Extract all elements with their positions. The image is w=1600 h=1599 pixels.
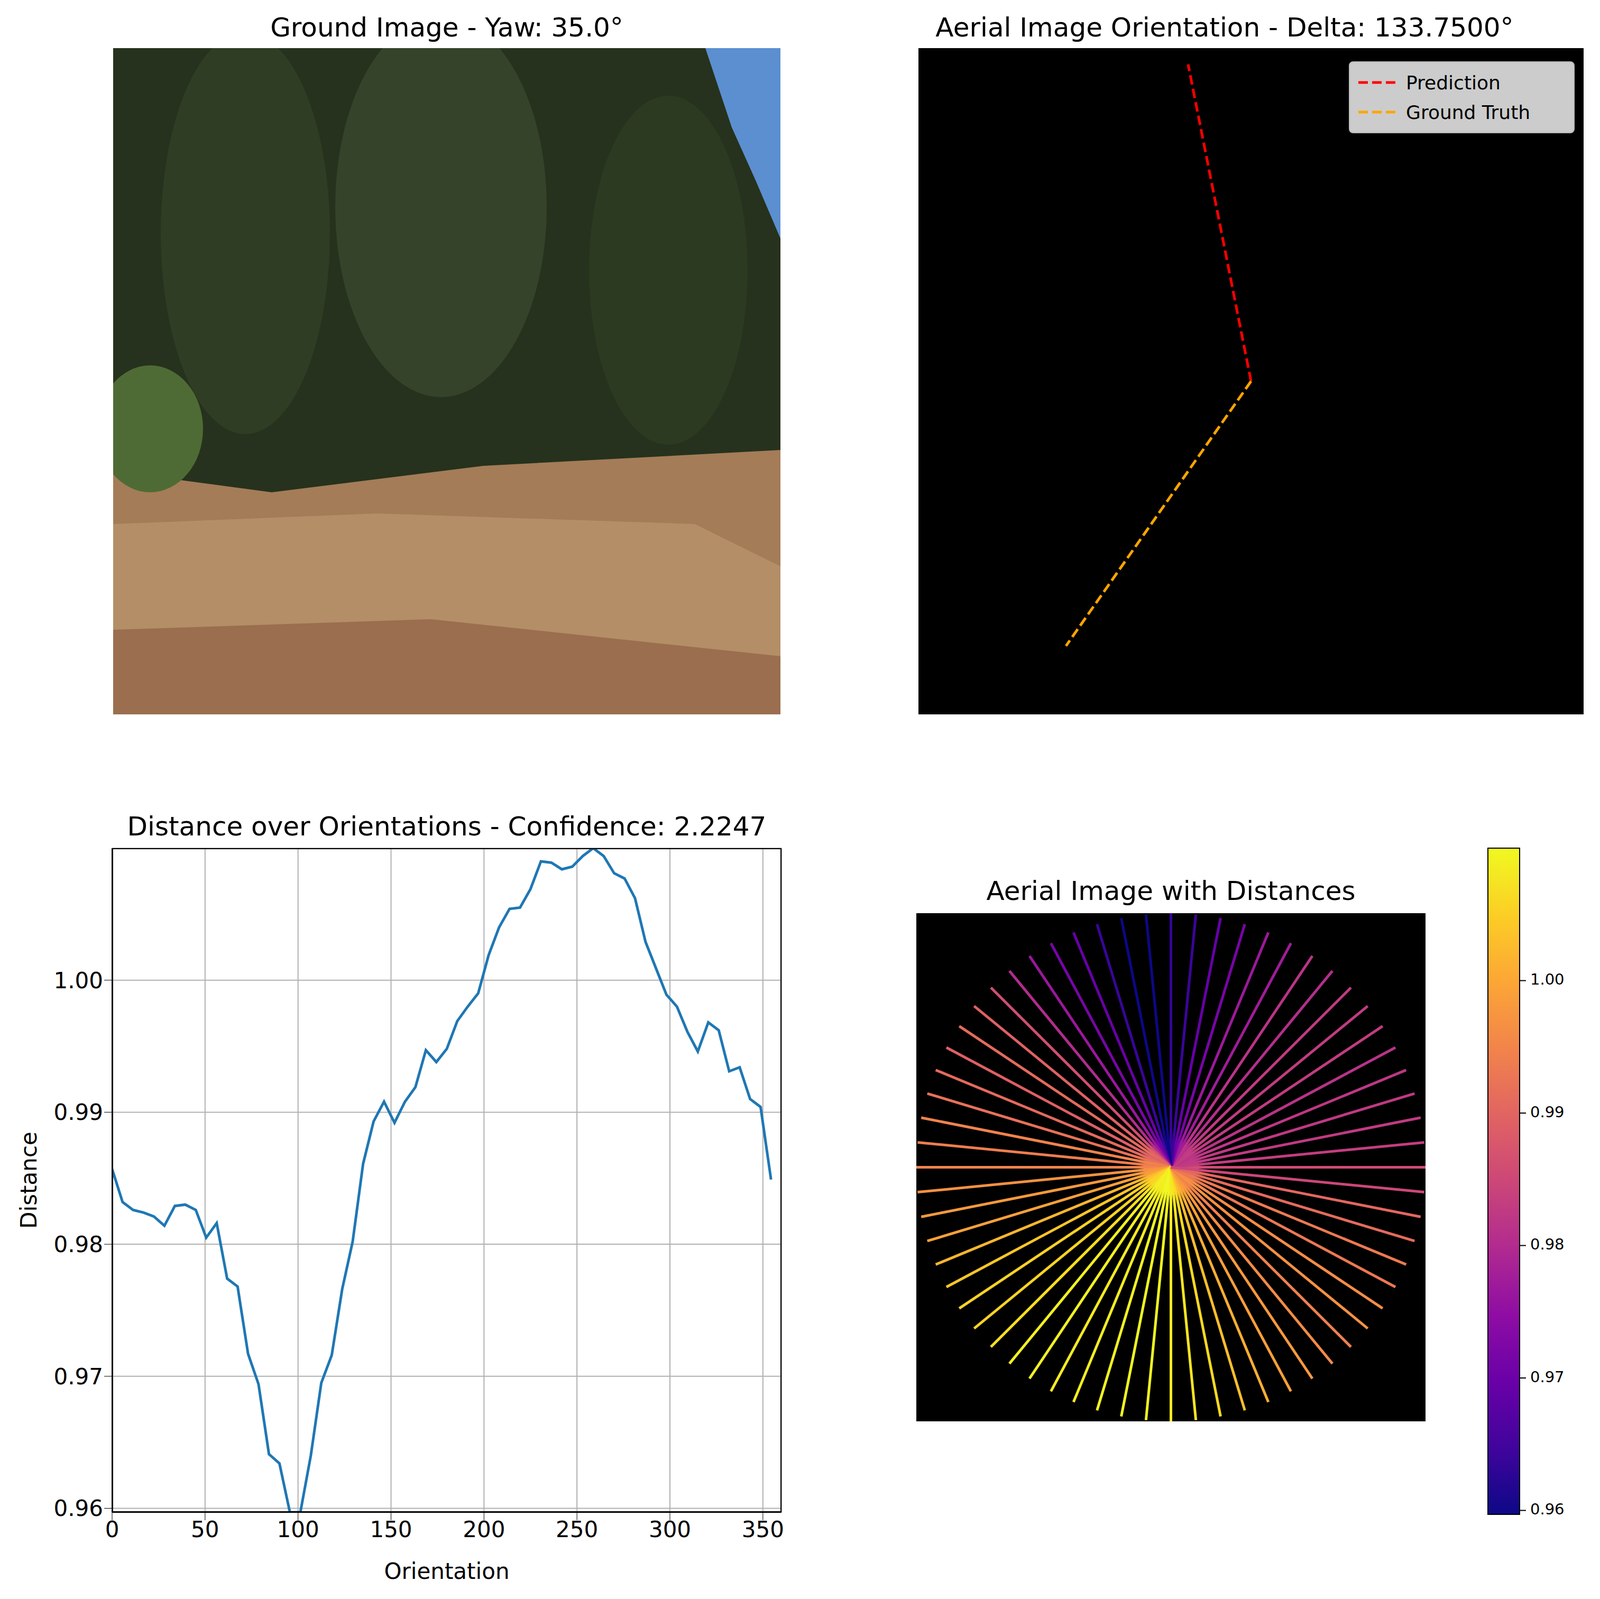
svg-text:0.96: 0.96: [1530, 1500, 1565, 1519]
html-text:Orientation: Orientation: [384, 1558, 510, 1585]
html-text:Ground Truth: Ground Truth: [1405, 101, 1531, 123]
html-text:Distance: Distance: [15, 1131, 42, 1229]
svg-text:0.99: 0.99: [1530, 1102, 1565, 1121]
svg-text:350: 350: [741, 1516, 785, 1543]
html-text:Aerial Image with Distances: Aerial Image with Distances: [986, 875, 1356, 907]
svg-text:100: 100: [277, 1516, 320, 1543]
svg-text:250: 250: [555, 1516, 599, 1543]
svg-text:0.98: 0.98: [53, 1231, 104, 1258]
svg-text:1.00: 1.00: [53, 967, 104, 994]
svg-text:0.97: 0.97: [53, 1363, 104, 1390]
html-text:Ground Image - Yaw: 35.0°: Ground Image - Yaw: 35.0°: [270, 12, 624, 43]
html-text:Aerial Image Orientation - Del: Aerial Image Orientation - Delta: 133.75…: [935, 12, 1514, 43]
svg-text:0.99: 0.99: [53, 1099, 104, 1126]
svg-text:300: 300: [648, 1516, 692, 1543]
html-text:Prediction: Prediction: [1405, 71, 1501, 94]
svg-text:0: 0: [105, 1516, 120, 1543]
svg-text:50: 50: [190, 1516, 219, 1543]
svg-text:200: 200: [462, 1516, 505, 1543]
svg-text:0.96: 0.96: [53, 1495, 104, 1522]
svg-text:150: 150: [369, 1516, 412, 1543]
svg-text:1.00: 1.00: [1530, 970, 1565, 989]
svg-text:0.97: 0.97: [1530, 1367, 1565, 1386]
html-text:Distance over Orientations - C: Distance over Orientations - Confidence:…: [127, 811, 767, 842]
svg-text:0.98: 0.98: [1530, 1235, 1565, 1254]
